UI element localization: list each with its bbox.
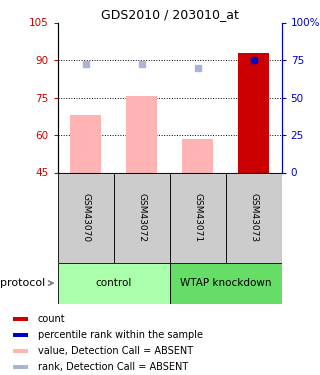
Bar <box>126 96 157 172</box>
Bar <box>58 262 170 304</box>
Text: WTAP knockdown: WTAP knockdown <box>180 278 271 288</box>
Bar <box>238 53 269 172</box>
Bar <box>114 172 170 262</box>
Title: GDS2010 / 203010_at: GDS2010 / 203010_at <box>101 8 238 21</box>
Text: count: count <box>38 314 65 324</box>
Bar <box>13 349 28 353</box>
Text: GSM43072: GSM43072 <box>137 193 146 242</box>
Bar <box>170 262 282 304</box>
Text: GSM43070: GSM43070 <box>81 193 90 242</box>
Bar <box>226 172 282 262</box>
Text: rank, Detection Call = ABSENT: rank, Detection Call = ABSENT <box>38 362 188 372</box>
Text: control: control <box>95 278 132 288</box>
Bar <box>182 139 213 172</box>
Text: percentile rank within the sample: percentile rank within the sample <box>38 330 203 340</box>
Bar <box>70 115 101 172</box>
Text: protocol: protocol <box>0 278 53 288</box>
Text: GSM43071: GSM43071 <box>193 193 202 242</box>
Text: GSM43073: GSM43073 <box>249 193 258 242</box>
Bar <box>58 172 114 262</box>
Bar <box>13 365 28 369</box>
Bar <box>13 317 28 321</box>
Text: value, Detection Call = ABSENT: value, Detection Call = ABSENT <box>38 346 193 356</box>
Bar <box>170 172 226 262</box>
Bar <box>13 333 28 338</box>
